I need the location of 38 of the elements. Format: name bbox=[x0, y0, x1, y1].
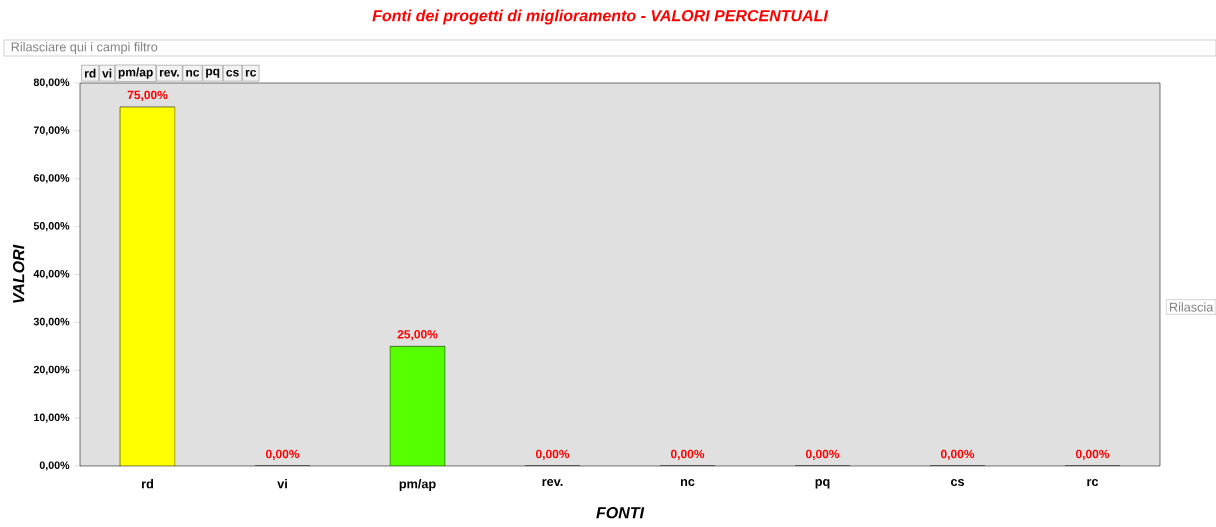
y-tick-label: 30,00% bbox=[33, 317, 70, 327]
x-tick-label: nc bbox=[680, 479, 695, 487]
data-label: 25,00% bbox=[397, 330, 438, 341]
y-tick-label: 70,00% bbox=[33, 126, 70, 136]
x-tick-label: vi bbox=[277, 479, 287, 489]
x-tick-label: pm/ap bbox=[399, 479, 436, 491]
y-tick-label: 40,00% bbox=[33, 269, 70, 280]
y-tick-label: 10,00% bbox=[34, 413, 70, 423]
text: pq bbox=[206, 68, 220, 78]
data-label: 0,00% bbox=[1075, 449, 1110, 460]
data-label: 0,00% bbox=[265, 449, 300, 460]
y-tick-label: 80,00% bbox=[33, 78, 70, 88]
text: rev. bbox=[159, 69, 179, 77]
y-tick-label: 50,00% bbox=[33, 222, 70, 232]
data-label: 0,00% bbox=[940, 449, 975, 460]
text: nc bbox=[186, 69, 200, 77]
x-tick-label: cs bbox=[950, 479, 965, 487]
y-tick-label: 60,00% bbox=[33, 174, 70, 184]
text: rd bbox=[85, 68, 96, 78]
x-tick-label: rev. bbox=[542, 479, 563, 487]
y-tick-label: 0,00% bbox=[39, 461, 70, 471]
data-label: 75,00% bbox=[127, 90, 168, 101]
y-axis-title: VALORI bbox=[12, 244, 25, 303]
text: pm/ap bbox=[118, 67, 153, 79]
x-tick-label: rc bbox=[1087, 479, 1099, 487]
data-label: 0,00% bbox=[805, 449, 840, 460]
text: rc bbox=[245, 69, 257, 77]
x-tick-label: pq bbox=[815, 479, 830, 489]
data-label: 0,00% bbox=[670, 449, 705, 460]
text: vi bbox=[102, 68, 112, 78]
text: cs bbox=[226, 69, 239, 77]
text: Rilasciare qui i campi filtro bbox=[11, 42, 158, 54]
data-label: 0,00% bbox=[535, 449, 570, 460]
chart-title: Fonti dei progetti di miglioramento - VALORI PERCENTUALI bbox=[372, 9, 829, 25]
x-axis-title: FONTI bbox=[596, 507, 645, 519]
text: Rilascia bbox=[1169, 302, 1214, 312]
y-tick-label: 20,00% bbox=[33, 365, 70, 375]
x-tick-label: rd bbox=[142, 479, 154, 489]
